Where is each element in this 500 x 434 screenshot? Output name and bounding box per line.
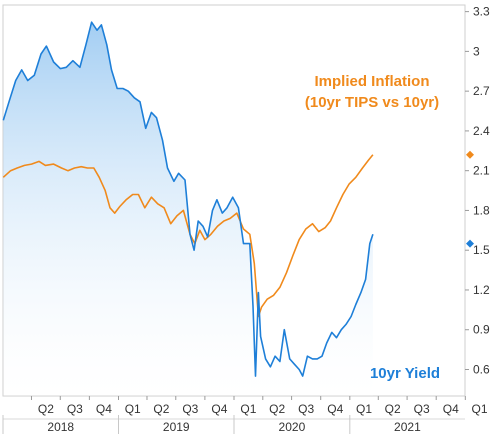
x-quarter-label: Q3 [67, 402, 83, 416]
x-quarter-label: Q4 [327, 402, 343, 416]
y-tick-label: 1.5 [473, 243, 490, 257]
yield-area [3, 22, 373, 396]
y-tick-label: 2.1 [473, 164, 490, 178]
x-quarter-label: Q2 [385, 402, 401, 416]
y-tick-label: 2.7 [473, 84, 490, 98]
inflation-annotation-line1: Implied Inflation [315, 73, 430, 90]
x-quarter-label: Q4 [211, 402, 227, 416]
y-tick-label: 2.4 [473, 124, 490, 138]
x-quarter-label: Q4 [96, 402, 112, 416]
yield-end-marker [466, 239, 474, 248]
x-quarter-label: Q4 [443, 402, 459, 416]
x-quarter-label: Q1 [356, 402, 372, 416]
x-quarter-label: Q1 [240, 402, 256, 416]
x-year-label: 2019 [163, 420, 190, 434]
yield-area-layer [3, 22, 373, 396]
series-layer [2, 21, 374, 377]
end-markers [466, 150, 474, 248]
x-year-label: 2020 [279, 420, 306, 434]
x-quarter-label: Q3 [298, 402, 314, 416]
x-quarter-label: Q2 [153, 402, 169, 416]
x-year-label: 2018 [47, 420, 74, 434]
y-tick-label: 0.9 [473, 323, 490, 337]
y-tick-label: 1.8 [473, 203, 490, 217]
x-quarter-label: Q3 [414, 402, 430, 416]
x-year-label: 2021 [394, 420, 421, 434]
x-quarter-label: Q2 [269, 402, 285, 416]
x-quarter-label: Q2 [38, 402, 54, 416]
yield-line [2, 21, 374, 377]
yield-annotation: 10yr Yield [370, 365, 440, 382]
inflation-end-marker [466, 150, 474, 159]
y-tick-label: 1.2 [473, 283, 490, 297]
y-axis: 0.6 0.9 1.2 1.5 1.8 2.1 2.4 2.7 3 3.3 [465, 5, 490, 376]
y-tick-label: 3 [473, 44, 480, 58]
y-tick-label: 0.6 [473, 362, 490, 376]
x-quarter-label: Q1 [125, 402, 141, 416]
x-axis: Q2 Q3 Q4 Q1 Q2 Q3 Q4 Q1 Q2 Q3 Q4 Q1 Q2 Q3 Q4 Q1 2018 2019… [2, 396, 488, 434]
x-quarter-label: Q1 [472, 402, 488, 416]
inflation-annotation-line2: (10yr TIPS vs 10yr) [305, 94, 439, 111]
x-quarter-label: Q3 [182, 402, 198, 416]
y-tick-label: 3.3 [473, 5, 490, 19]
